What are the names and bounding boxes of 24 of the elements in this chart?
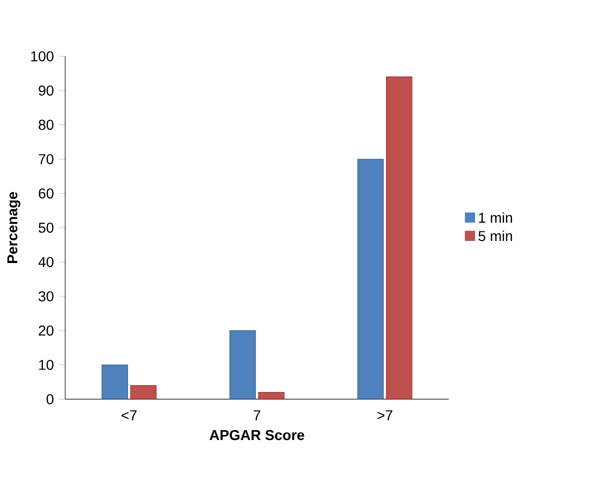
bar <box>258 392 284 400</box>
bar <box>386 76 412 400</box>
y-tick-label: 60 <box>38 188 54 199</box>
y-tick-label: 10 <box>39 360 54 370</box>
legend-label: 5 min <box>478 230 512 242</box>
y-tick-label: 20 <box>38 326 54 336</box>
y-tick-label: 100 <box>31 51 54 62</box>
x-tick-label: >7 <box>377 410 392 420</box>
legend-label: 1 min <box>479 212 512 223</box>
y-tick-label: 40 <box>38 257 54 268</box>
y-axis-title: Percenage <box>7 192 20 264</box>
x-tick-label: <7 <box>122 410 137 420</box>
x-axis-title: APGAR Score <box>210 430 304 440</box>
y-tick-label: 50 <box>38 222 54 233</box>
bar <box>102 364 128 400</box>
bar <box>130 385 157 400</box>
y-tick-label: 80 <box>38 120 54 130</box>
bar <box>230 330 256 400</box>
y-tick-label: 70 <box>38 154 54 164</box>
y-tick-label: 30 <box>38 291 54 302</box>
bar <box>357 159 384 400</box>
y-tick-label: 90 <box>38 86 54 96</box>
y-tick-label: 0 <box>46 394 54 404</box>
x-tick-label: 7 <box>254 410 260 420</box>
